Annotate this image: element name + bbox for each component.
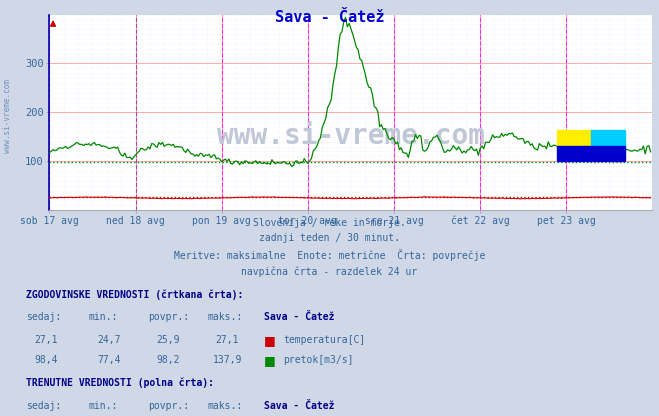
Text: 98,4: 98,4 <box>34 355 58 365</box>
Text: temperatura[C]: temperatura[C] <box>283 335 366 345</box>
Text: www.si-vreme.com: www.si-vreme.com <box>217 122 485 150</box>
Text: maks.:: maks.: <box>208 312 243 322</box>
Text: sedaj:: sedaj: <box>26 401 61 411</box>
Text: pretok[m3/s]: pretok[m3/s] <box>283 355 354 365</box>
Text: www.si-vreme.com: www.si-vreme.com <box>3 79 13 154</box>
Text: povpr.:: povpr.: <box>148 312 189 322</box>
Bar <box>591 130 625 146</box>
Text: Sava - Čatež: Sava - Čatež <box>264 312 334 322</box>
Text: ■: ■ <box>264 354 275 367</box>
Text: maks.:: maks.: <box>208 401 243 411</box>
Bar <box>558 130 591 146</box>
Bar <box>558 146 625 161</box>
Text: min.:: min.: <box>89 401 119 411</box>
Text: 25,9: 25,9 <box>156 335 180 345</box>
Text: ■: ■ <box>264 334 275 347</box>
Text: ZGODOVINSKE VREDNOSTI (črtkana črta):: ZGODOVINSKE VREDNOSTI (črtkana črta): <box>26 289 244 300</box>
Text: 27,1: 27,1 <box>215 335 239 345</box>
Text: Sava - Čatež: Sava - Čatež <box>275 10 384 25</box>
Text: povpr.:: povpr.: <box>148 401 189 411</box>
Text: 77,4: 77,4 <box>97 355 121 365</box>
Text: min.:: min.: <box>89 312 119 322</box>
Text: TRENUTNE VREDNOSTI (polna črta):: TRENUTNE VREDNOSTI (polna črta): <box>26 378 214 388</box>
Text: Sava - Čatež: Sava - Čatež <box>264 401 334 411</box>
Text: 27,1: 27,1 <box>34 335 58 345</box>
Text: 98,2: 98,2 <box>156 355 180 365</box>
Text: 137,9: 137,9 <box>213 355 242 365</box>
Text: Slovenija / reke in morje.
zadnji teden / 30 minut.
Meritve: maksimalne  Enote: : Slovenija / reke in morje. zadnji teden … <box>174 218 485 277</box>
Text: 24,7: 24,7 <box>97 335 121 345</box>
Text: sedaj:: sedaj: <box>26 312 61 322</box>
